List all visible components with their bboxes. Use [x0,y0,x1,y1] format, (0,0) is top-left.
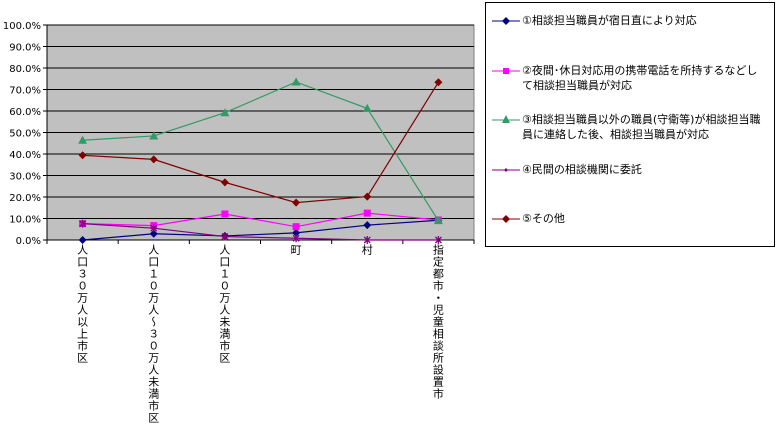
data-point-series-2 [292,223,300,231]
legend-label: ⑤その他 [522,212,565,225]
data-point-series-1 [149,229,158,238]
legend-item: ⑤その他 [492,211,762,226]
legend-key-icon [492,17,520,25]
data-point-series-5 [434,78,443,87]
data-point-series-3 [78,135,88,144]
data-point-series-4 [79,219,87,228]
series-line-2 [82,212,439,228]
data-point-series-4 [434,236,442,244]
data-point-series-4 [221,232,229,241]
y-tick-label: 80.0% [9,64,41,75]
x-tick-label: 指定都市・児童相談所設置市 [431,244,445,400]
y-tick-label: 50.0% [9,129,41,140]
legend-key-icon [492,215,520,223]
data-point-series-2 [221,210,229,218]
legend-item: ③相談担当職員以外の職員(守衛等)が相談担当職員に連絡した後、相談担当職員が対応 [492,112,762,142]
y-tick-label: 30.0% [9,172,41,183]
data-point-series-4 [150,224,158,233]
data-point-series-3 [220,108,230,117]
data-point-series-5 [292,198,301,207]
data-point-series-1 [363,221,372,230]
series-line-5 [82,81,439,204]
data-point-series-5 [149,155,158,164]
y-tick-label: 100.0% [3,21,41,32]
x-tick-label: 人口３０万人以上市区 [75,244,89,364]
data-point-series-3 [433,216,443,225]
y-tick-label: 60.0% [9,107,41,118]
y-tick-label: 90.0% [9,43,41,54]
legend-key-icon [492,115,520,123]
legend-key-icon [492,68,520,74]
series-line-3 [82,81,439,221]
y-tick-label: 0.0% [16,236,41,247]
y-tick-label: 70.0% [9,86,41,97]
x-tick-label: 村 [360,244,374,256]
x-tick-label: 人口１０万人～３０万人未満市区 [146,244,160,424]
legend-label: ④民間の相談機関に委託 [522,163,642,176]
data-point-series-3 [291,77,301,86]
legend: ①相談担当職員が宿日直により対応 ②夜間･休日対応用の携帯電話を所持するなどして相… [485,2,775,247]
legend-item: ①相談担当職員が宿日直により対応 [492,13,762,28]
legend-item: ②夜間･休日対応用の携帯電話を所持するなどして相談担当職員が対応 [492,63,762,93]
series-line-1 [82,219,439,241]
data-point-series-1 [292,228,301,237]
legend-label: ②夜間･休日対応用の携帯電話を所持するなどして相談担当職員が対応 [522,64,758,92]
data-point-series-1 [78,236,87,244]
x-tick-label: 町 [289,244,303,256]
y-tick-label: 20.0% [9,193,41,204]
line-chart: 0.0% 10.0% 20.0% 30.0% 40.0% 50.0% 60.0% 70.0% 8… [3,21,475,247]
y-tick-label: 10.0% [9,215,41,226]
series-line-4 [82,223,439,241]
x-tick-label: 人口１０万人未満市区 [217,244,231,364]
data-point-series-5 [78,151,87,160]
legend-label: ①相談担当職員が宿日直により対応 [522,14,697,27]
data-point-series-5 [220,178,229,187]
data-point-series-4 [363,236,371,244]
data-point-series-3 [362,103,372,112]
y-tick-label: 40.0% [9,150,41,161]
data-point-series-3 [149,131,159,140]
data-point-series-2 [363,209,371,217]
data-point-series-5 [363,192,372,201]
legend-item: ④民間の相談機関に委託 [492,162,762,177]
legend-label: ③相談担当職員以外の職員(守衛等)が相談担当職員に連絡した後、相談担当職員が対応 [522,113,761,141]
data-point-series-4 [292,234,300,243]
legend-key-icon [492,168,520,172]
